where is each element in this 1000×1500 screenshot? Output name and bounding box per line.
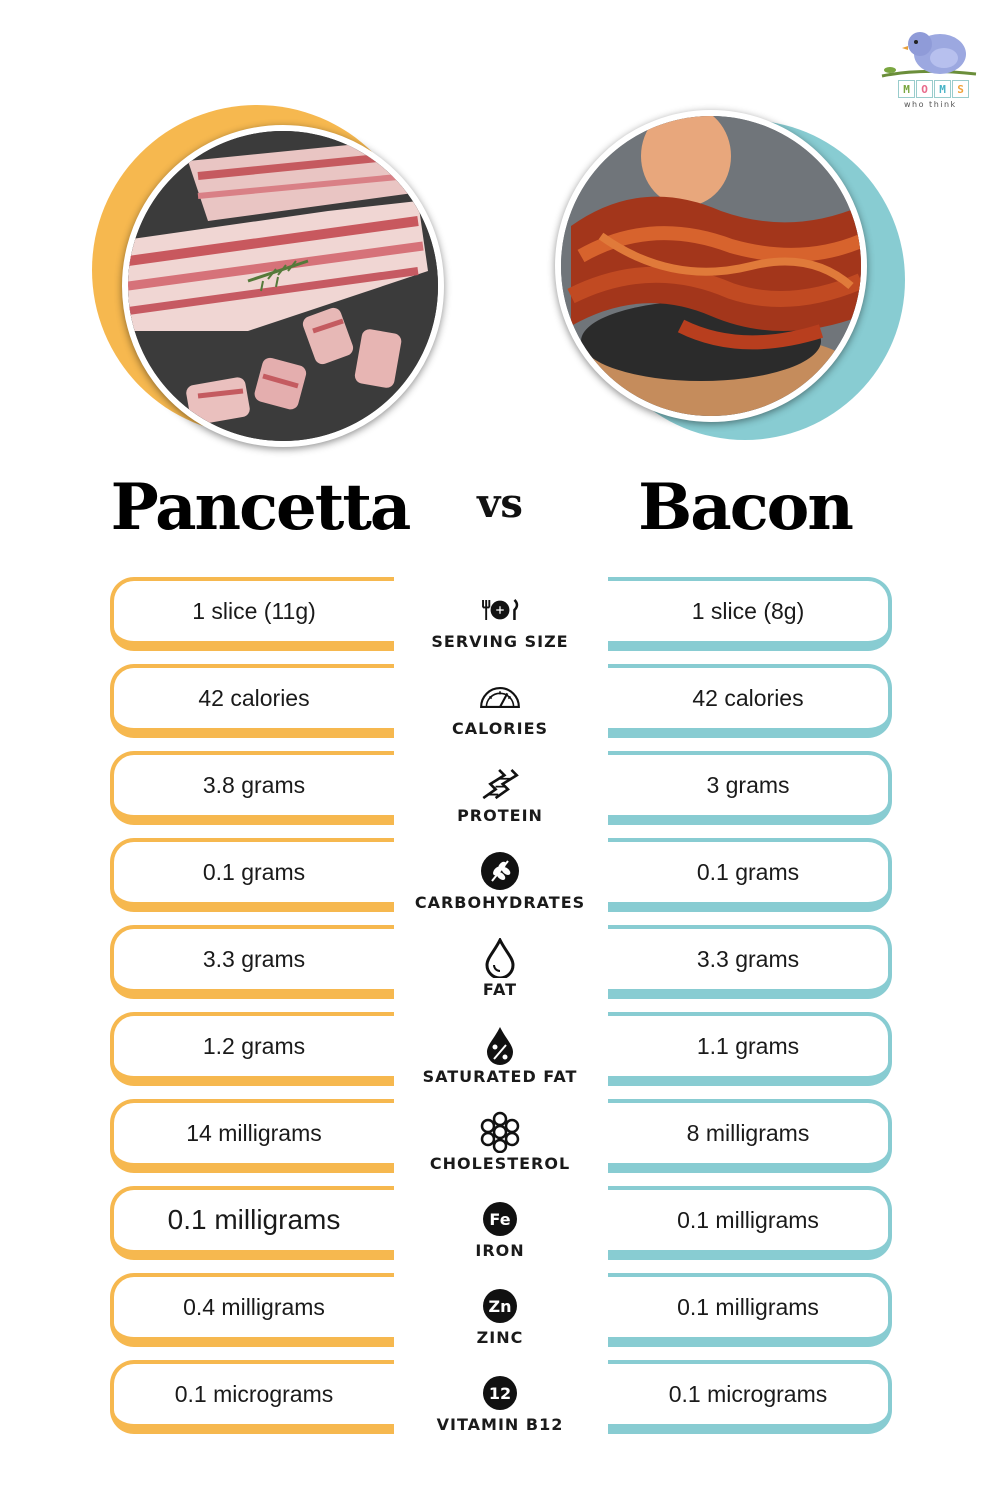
- pancetta-value: 3.3 grams: [110, 925, 394, 999]
- pancetta-value: 0.1 grams: [110, 838, 394, 912]
- pancetta-value: 1 slice (11g): [110, 577, 394, 651]
- pancetta-value: 14 milligrams: [110, 1099, 394, 1173]
- row-label: CARBOHYDRATES: [414, 893, 586, 912]
- percent-drop-icon: [478, 1025, 522, 1065]
- row-vitamin-b12: 0.1 micrograms 12 VITAMIN B12 0.1 microg…: [0, 1358, 1000, 1445]
- moms-who-think-logo: M O M S who think: [880, 30, 980, 115]
- bacon-image: [561, 116, 861, 416]
- bacon-value: 1 slice (8g): [608, 577, 892, 651]
- row-label: SERVING SIZE: [431, 632, 569, 651]
- pancetta-photo: [92, 105, 452, 465]
- comparison-table: 1 slice (11g) SERVING SIZE 1 slice (8g) …: [0, 575, 1000, 1445]
- gauge-icon: [478, 677, 522, 717]
- bacon-photo: [555, 110, 915, 470]
- row-protein: 3.8 grams PROTEIN 3 grams: [0, 749, 1000, 836]
- bacon-value: 1.1 grams: [608, 1012, 892, 1086]
- zinc-badge-icon: Zn: [483, 1289, 517, 1323]
- utensils-plate-icon: [478, 590, 522, 630]
- bacon-value: 42 calories: [608, 664, 892, 738]
- pancetta-value: 0.1 milligrams: [110, 1186, 394, 1260]
- row-label: IRON: [475, 1241, 525, 1260]
- bacon-value: 0.1 milligrams: [608, 1186, 892, 1260]
- bacon-value: 3 grams: [608, 751, 892, 825]
- row-label: PROTEIN: [457, 806, 543, 825]
- bird-icon: [881, 32, 977, 78]
- logo-block: M: [934, 80, 951, 98]
- row-fat: 3.3 grams FAT 3.3 grams: [0, 923, 1000, 1010]
- row-carbohydrates: 0.1 grams CARBOHYDRATES 0.1 grams: [0, 836, 1000, 923]
- row-saturated-fat: 1.2 grams SATURATED FAT 1.1 grams: [0, 1010, 1000, 1097]
- bacon-value: 0.1 grams: [608, 838, 892, 912]
- row-label: SATURATED FAT: [422, 1067, 578, 1086]
- row-cholesterol: 14 milligrams CHOLESTEROL 8 milligrams: [0, 1097, 1000, 1184]
- logo-tagline: who think: [904, 100, 957, 109]
- b12-badge-icon: 12: [483, 1376, 517, 1410]
- pancetta-value: 0.4 milligrams: [110, 1273, 394, 1347]
- pancetta-image: [128, 131, 438, 441]
- pancetta-title: Pancetta: [110, 470, 412, 545]
- row-label: VITAMIN B12: [436, 1415, 564, 1434]
- molecule-icon: [478, 1111, 522, 1153]
- bacon-value: 3.3 grams: [608, 925, 892, 999]
- row-iron: 0.1 milligrams Fe IRON 0.1 milligrams: [0, 1184, 1000, 1271]
- bacon-value: 8 milligrams: [608, 1099, 892, 1173]
- bacon-title: Bacon: [638, 470, 854, 545]
- iron-badge-icon: Fe: [483, 1202, 517, 1236]
- logo-block: O: [916, 80, 933, 98]
- logo-block: M: [898, 80, 915, 98]
- row-serving-size: 1 slice (11g) SERVING SIZE 1 slice (8g): [0, 575, 1000, 662]
- dna-icon: [478, 764, 522, 804]
- row-zinc: 0.4 milligrams Zn ZINC 0.1 milligrams: [0, 1271, 1000, 1358]
- logo-block: S: [952, 80, 969, 98]
- row-label: CALORIES: [451, 719, 549, 738]
- pancetta-value: 3.8 grams: [110, 751, 394, 825]
- row-label: ZINC: [476, 1328, 524, 1347]
- vs-label: vs: [477, 480, 523, 527]
- row-calories: 42 calories CALORIES 42 calories: [0, 662, 1000, 749]
- row-label: CHOLESTEROL: [429, 1154, 571, 1173]
- pancetta-value: 42 calories: [110, 664, 394, 738]
- row-label: FAT: [482, 980, 518, 999]
- wheat-icon: [478, 851, 522, 891]
- bacon-value: 0.1 micrograms: [608, 1360, 892, 1434]
- bacon-value: 0.1 milligrams: [608, 1273, 892, 1347]
- pancetta-value: 1.2 grams: [110, 1012, 394, 1086]
- drop-icon: [478, 938, 522, 978]
- pancetta-value: 0.1 micrograms: [110, 1360, 394, 1434]
